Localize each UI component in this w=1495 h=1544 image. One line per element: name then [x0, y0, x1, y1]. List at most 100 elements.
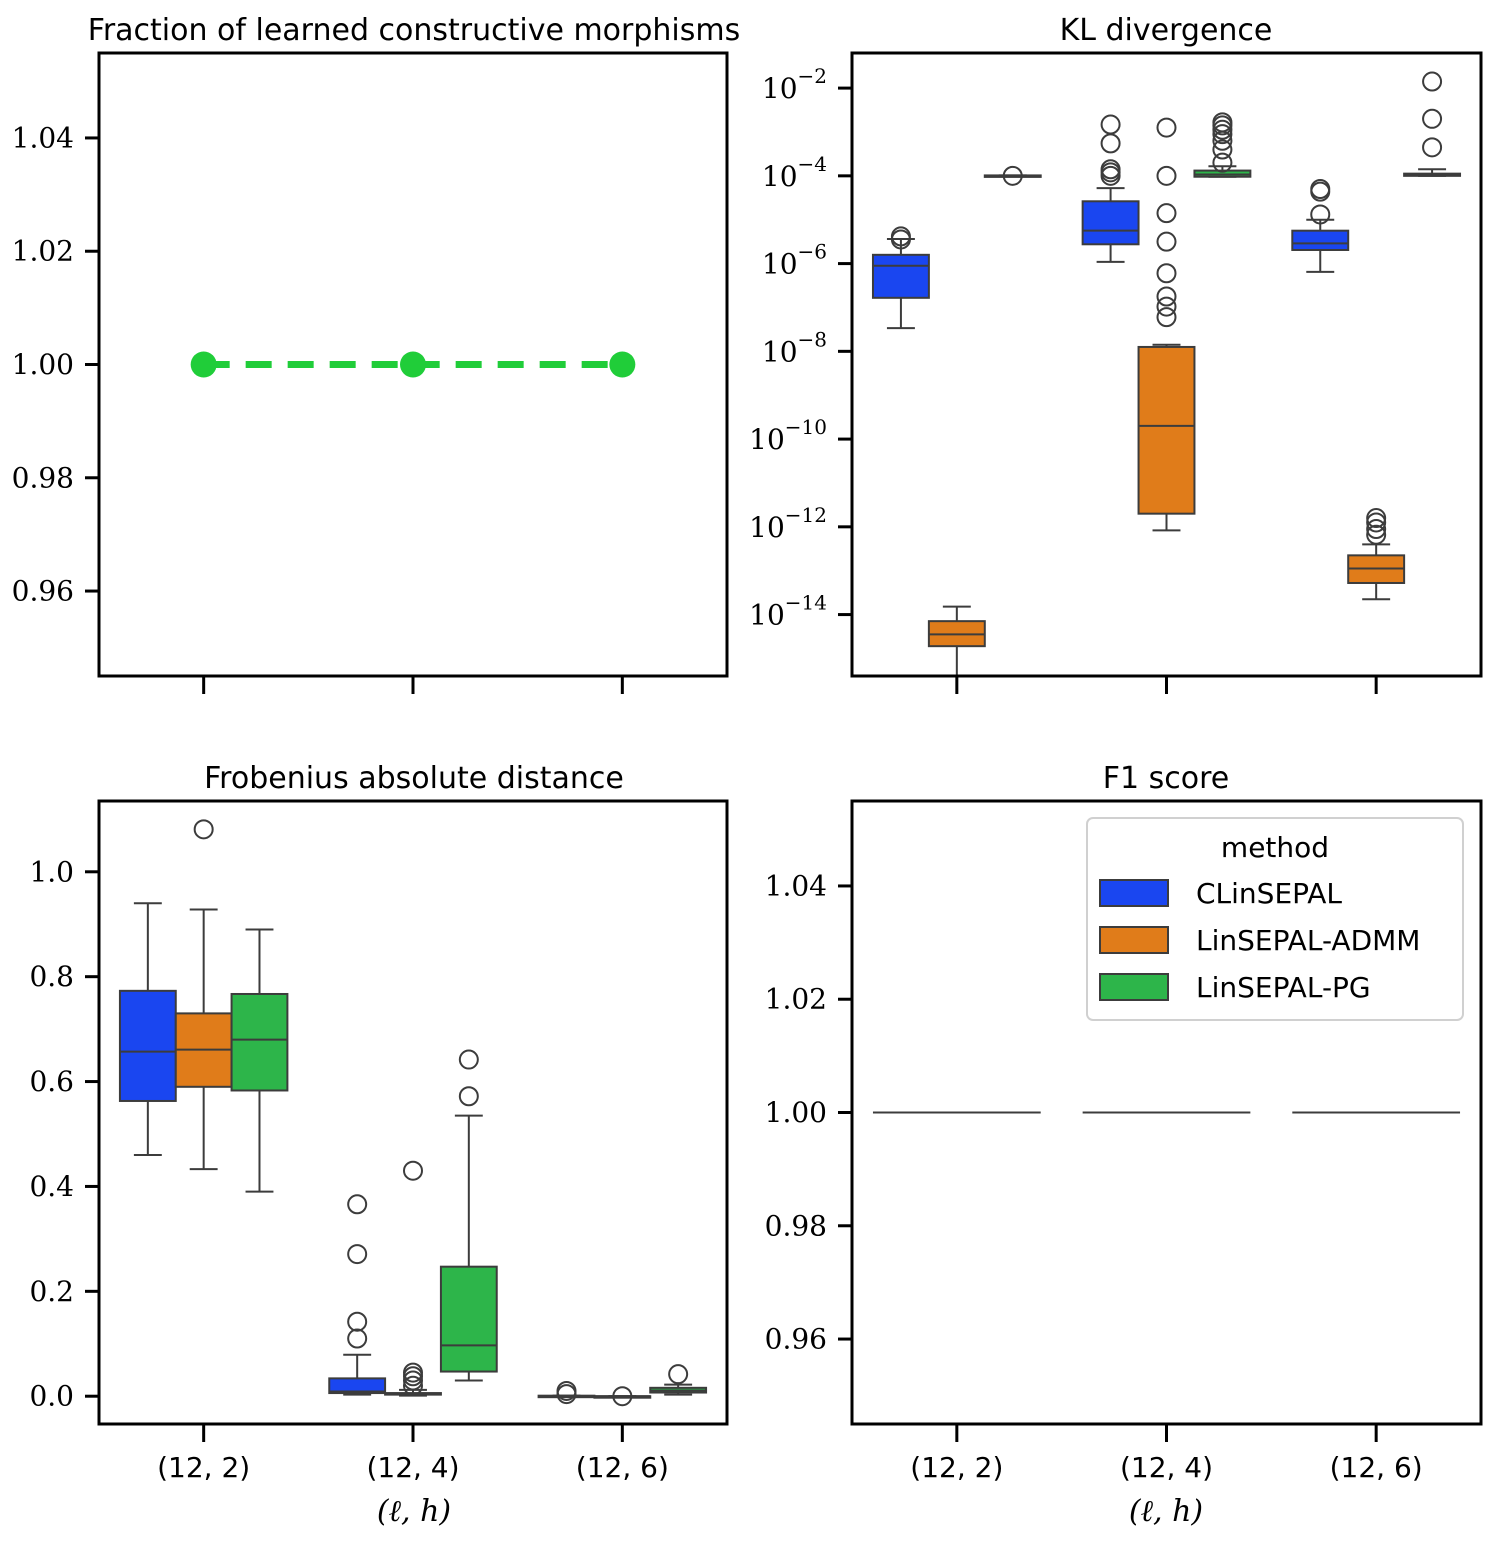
y-tick-base: 10 [762, 247, 798, 280]
outlier-point [347, 1328, 368, 1349]
outlier-point [1422, 137, 1443, 158]
panel-f1-title: F1 score [1103, 761, 1230, 796]
outlier-point [1156, 307, 1177, 328]
y-tick-label: 1.02 [12, 235, 74, 268]
outlier-point [1156, 165, 1177, 186]
x-tick-label: (12, 4) [1120, 1451, 1213, 1484]
outlier-point [890, 229, 911, 250]
legend-label-linsepal-pg: LinSEPAL-PG [1196, 971, 1371, 1004]
y-tick-label: 1.00 [765, 1096, 827, 1129]
panel-f1-plot [838, 799, 1483, 1442]
outlier-point [1310, 204, 1331, 225]
outlier-point [1366, 519, 1387, 540]
panel-f1-y-ticks: 0.96 0.98 1.00 1.02 1.04 [765, 869, 827, 1355]
line-point [609, 351, 636, 378]
outlier-point [403, 1375, 423, 1396]
outlier-point [1100, 114, 1121, 135]
y-tick-label: 0.4 [29, 1170, 74, 1203]
line-point [190, 351, 217, 378]
panel-f1-x-ticks: (12, 2) (12, 4) (12, 6) [910, 1451, 1422, 1484]
outlier-point [668, 1364, 689, 1385]
y-tick-exponent: −14 [785, 591, 827, 615]
outlier-point [612, 1386, 633, 1407]
y-tick-label: 10−14 [749, 591, 827, 632]
x-tick-label: (12, 2) [910, 1451, 1003, 1484]
outlier-point [1422, 108, 1443, 129]
outlier-point [403, 1160, 423, 1181]
outlier-point [1366, 524, 1387, 545]
outlier-point [1156, 286, 1177, 307]
outlier-point [458, 1086, 479, 1107]
box-clinsepal [1291, 229, 1350, 251]
outlier-point [1212, 112, 1233, 133]
legend-frame [1086, 817, 1464, 1021]
y-tick-label: 10−2 [762, 64, 827, 105]
y-tick-label: 0.2 [29, 1275, 74, 1308]
x-tick-label: (12, 6) [1330, 1451, 1423, 1484]
panel-frobenius-x-ticks: (12, 2) (12, 4) (12, 6) [157, 1451, 669, 1484]
y-tick-label: 0.96 [12, 575, 74, 608]
panel-frobenius-y-ticks: 0.0 0.2 0.4 0.6 0.8 1.0 [29, 855, 74, 1412]
y-tick-label: 1.02 [765, 983, 827, 1016]
outlier-point [1366, 512, 1387, 533]
y-tick-base: 10 [762, 159, 798, 192]
panel-kl-title: KL divergence [1060, 13, 1273, 48]
outlier-point [1156, 117, 1177, 138]
legend: method CLinSEPAL LinSEPAL-ADMM LinSEPAL-… [1086, 817, 1464, 1021]
panel-frobenius-title: Frobenius absolute distance [204, 761, 624, 796]
y-tick-label: 0.8 [29, 960, 74, 993]
y-tick-label: 1.04 [765, 869, 827, 902]
outlier-point [1366, 508, 1387, 529]
outlier-point [347, 1311, 368, 1332]
box-linsepal-pg [230, 992, 289, 1092]
y-tick-exponent: −10 [785, 415, 827, 439]
y-tick-base: 10 [762, 72, 798, 105]
box-clinsepal [328, 1377, 387, 1395]
outlier-point [1310, 179, 1331, 200]
y-tick-label: 0.6 [29, 1065, 74, 1098]
outlier-point [1212, 124, 1233, 145]
y-tick-base: 10 [749, 598, 785, 631]
panel-frobenius-plot [85, 799, 729, 1442]
panel-kl: KL divergence 10−14 10−12 10−10 10−8 10−… [749, 13, 1483, 694]
y-tick-label: 10−6 [762, 240, 827, 281]
box-linsepal-admm [1137, 345, 1196, 515]
plot-frame [97, 799, 729, 1426]
y-tick-label: 0.0 [29, 1380, 74, 1413]
y-tick-label: 1.04 [12, 121, 74, 154]
outlier-point [1422, 71, 1443, 92]
outlier-point [1100, 133, 1121, 154]
y-tick-exponent: −4 [798, 152, 827, 176]
x-axis-label: (ℓ, h) [377, 1494, 451, 1529]
panel-frobenius: Frobenius absolute distance 0.0 0.2 0.4 … [29, 761, 729, 1529]
box-clinsepal [871, 253, 930, 299]
plot-frame [97, 51, 729, 678]
outlier-point [1156, 296, 1177, 317]
y-tick-exponent: −6 [798, 240, 827, 264]
outlier-point [403, 1362, 423, 1383]
outlier-point [347, 1194, 368, 1215]
outlier-point [556, 1380, 577, 1401]
legend-title: method [1221, 831, 1329, 864]
y-tick-base: 10 [749, 510, 785, 543]
outlier-point [1212, 139, 1233, 160]
y-tick-label: 1.00 [12, 348, 74, 381]
y-tick-exponent: −2 [798, 64, 827, 88]
plot-frame [850, 51, 1483, 678]
x-axis-label: (ℓ, h) [1129, 1494, 1203, 1529]
panel-f1: F1 score 0.96 0.98 1.00 1.02 1.04 (12, 2… [765, 761, 1483, 1529]
outlier-point [1212, 152, 1233, 173]
panel-fraction-y-ticks: 0.96 0.98 1.00 1.02 1.04 [12, 121, 74, 607]
outlier-point [1156, 231, 1177, 252]
y-tick-label: 10−12 [749, 503, 827, 544]
legend-swatch-clinsepal [1099, 879, 1169, 907]
legend-swatch-linsepal-pg [1099, 973, 1169, 1001]
x-tick-label: (12, 4) [366, 1451, 459, 1484]
y-tick-exponent: −12 [785, 503, 827, 527]
panel-fraction: Fraction of learned constructive morphis… [12, 13, 740, 694]
panel-fraction-plot [85, 51, 729, 694]
plot-frame [850, 799, 1483, 1426]
x-tick-label: (12, 6) [576, 1451, 669, 1484]
panel-kl-y-ticks: 10−14 10−12 10−10 10−8 10−6 10−4 10−2 [749, 64, 827, 631]
y-tick-base: 10 [749, 423, 785, 456]
